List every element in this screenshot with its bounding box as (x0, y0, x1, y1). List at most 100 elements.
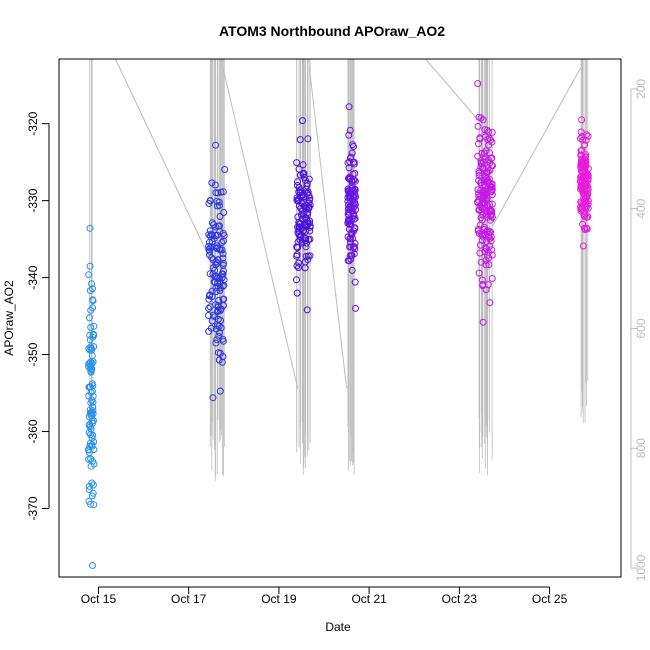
data-point (89, 304, 97, 312)
data-point (578, 184, 585, 192)
data-point (475, 140, 482, 148)
data-point (294, 228, 302, 236)
data-point (481, 126, 489, 134)
data-point (215, 296, 223, 304)
data-point (486, 235, 494, 242)
data-point (214, 279, 222, 287)
data-point (216, 329, 223, 336)
data-point (205, 243, 213, 250)
data-point (488, 154, 496, 162)
data-point (477, 160, 485, 168)
y-tick-label: -370 (26, 496, 40, 520)
data-point (209, 394, 217, 402)
data-point (483, 169, 491, 177)
data-point (90, 330, 97, 338)
data-point (217, 324, 225, 332)
data-point (488, 275, 496, 282)
overlay-link (491, 67, 582, 227)
data-point (344, 257, 352, 265)
data-point (577, 128, 585, 136)
y-tick-label: -320 (26, 111, 40, 135)
data-point (214, 315, 222, 323)
data-point (213, 259, 221, 267)
data-point (295, 202, 303, 210)
data-point (298, 192, 306, 200)
data-point (477, 258, 485, 266)
data-point (579, 242, 587, 250)
data-point (474, 122, 482, 130)
data-point (86, 439, 94, 447)
data-point (87, 500, 94, 508)
data-point (579, 189, 587, 197)
data-point (216, 387, 224, 395)
y-tick-label: -330 (26, 188, 40, 212)
data-point (215, 202, 223, 209)
data-point (296, 189, 304, 197)
data-point (350, 243, 358, 251)
data-point (212, 232, 220, 239)
data-point (296, 233, 304, 241)
data-point (347, 251, 355, 259)
data-point (86, 224, 94, 232)
data-point (87, 358, 95, 366)
data-point (479, 199, 487, 206)
data-point (578, 116, 586, 124)
data-point (90, 417, 97, 425)
data-point (87, 367, 95, 375)
data-point (475, 269, 483, 277)
data-point (476, 135, 484, 143)
data-point (219, 270, 227, 278)
data-point (579, 174, 587, 181)
data-point (215, 332, 223, 340)
data-point (90, 322, 98, 330)
data-point (584, 213, 592, 221)
y2-tick-label: 600 (634, 318, 648, 338)
data-point (479, 318, 487, 326)
data-point (351, 224, 359, 232)
data-point (344, 159, 352, 167)
data-point (348, 266, 356, 274)
data-point (303, 222, 311, 230)
data-point (345, 187, 353, 195)
data-point (484, 227, 492, 235)
data-point (217, 188, 225, 196)
data-point (302, 252, 310, 260)
data-point (582, 195, 590, 203)
data-point (87, 455, 95, 463)
plot-frame (58, 58, 622, 578)
data-point (207, 324, 215, 332)
data-point (302, 237, 309, 245)
data-point (305, 175, 313, 183)
data-point (347, 194, 354, 202)
data-point (205, 200, 213, 207)
data-point (306, 235, 314, 243)
data-point (85, 360, 93, 368)
data-point (88, 380, 96, 388)
data-point (483, 208, 491, 216)
data-point (577, 147, 585, 155)
data-point (477, 114, 485, 122)
data-point (221, 166, 229, 173)
data-point (486, 200, 493, 208)
data-point (216, 306, 224, 314)
data-point (293, 252, 301, 260)
data-point (296, 136, 304, 144)
data-point (212, 141, 220, 149)
data-point (293, 159, 301, 167)
data-point (205, 231, 213, 239)
data-point (349, 141, 357, 149)
data-point (478, 276, 486, 284)
data-point (86, 287, 94, 295)
data-point (219, 337, 227, 345)
data-point (488, 138, 496, 146)
data-point (89, 297, 97, 305)
data-point (215, 356, 223, 364)
data-point (208, 238, 216, 246)
axes-layer: Oct 15 Oct 17 Oct 19 Oct 21 Oct 23 Oct 25 -370… (26, 58, 648, 606)
data-point (206, 251, 213, 259)
overlay-layer (89, 58, 589, 482)
data-point (488, 180, 496, 188)
data-point (89, 392, 97, 400)
data-point (478, 237, 486, 244)
data-point (293, 182, 301, 189)
